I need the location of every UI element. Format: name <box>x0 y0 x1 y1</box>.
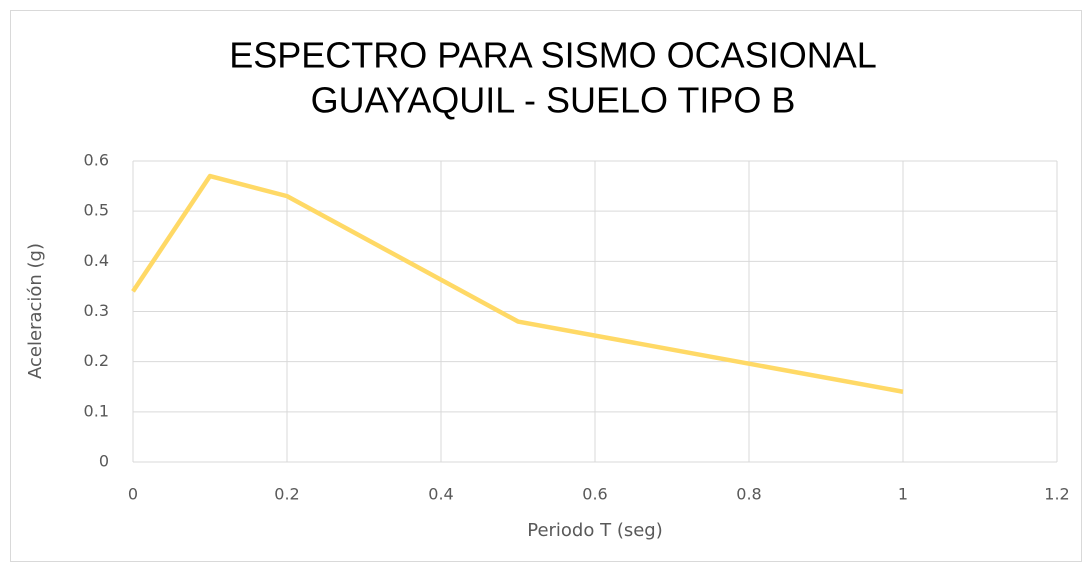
x-tick-label: 0.8 <box>736 485 761 504</box>
x-tick-label: 1 <box>898 485 908 504</box>
y-tick-label: 0.4 <box>84 251 109 270</box>
x-tick-label: 0.2 <box>274 485 299 504</box>
y-tick-label: 0.3 <box>84 301 109 320</box>
y-tick-label: 0.6 <box>84 151 109 170</box>
y-tick-label: 0.1 <box>84 401 109 420</box>
chart-title: GUAYAQUIL - SUELO TIPO B <box>311 80 796 121</box>
data-line <box>131 173 904 394</box>
x-tick-label: 1.2 <box>1044 485 1069 504</box>
y-tick-label: 0.2 <box>84 351 109 370</box>
x-axis-title: Periodo T (seg) <box>527 520 663 541</box>
y-tick-label: 0.5 <box>84 201 109 220</box>
x-tick-label: 0 <box>128 485 138 504</box>
x-tick-label: 0.4 <box>428 485 453 504</box>
y-tick-label: 0 <box>99 452 109 471</box>
y-axis-title: Aceleración (g) <box>25 243 46 379</box>
chart-title: ESPECTRO PARA SISMO OCASIONAL <box>229 35 877 76</box>
x-tick-label: 0.6 <box>582 485 607 504</box>
